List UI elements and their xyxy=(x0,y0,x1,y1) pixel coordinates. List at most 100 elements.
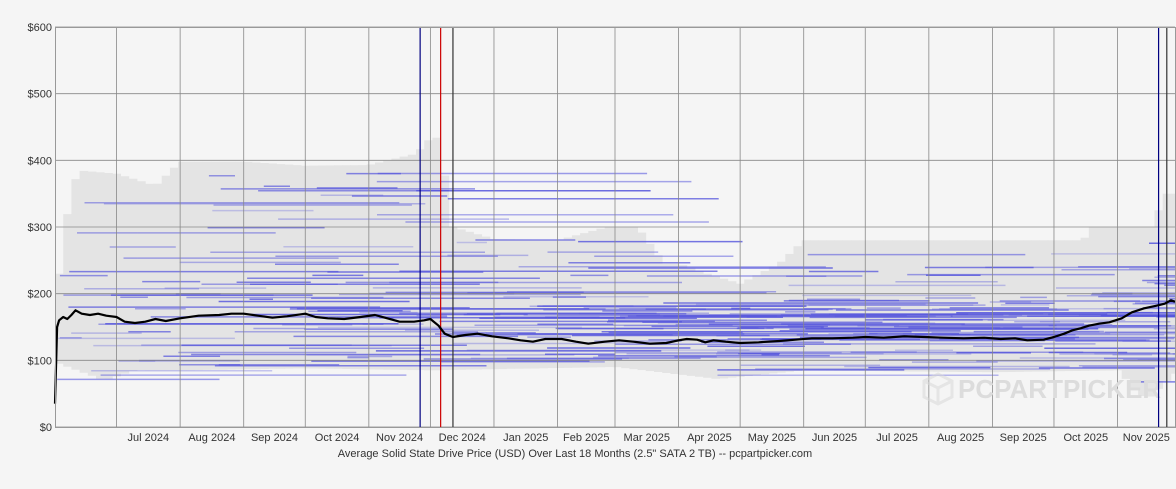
range-band-segment xyxy=(457,229,466,370)
range-band-segment xyxy=(407,154,417,371)
range-band-segment xyxy=(506,239,515,369)
x-tick-label: May 2025 xyxy=(748,432,796,444)
range-band-segment xyxy=(432,137,441,371)
range-band-segment xyxy=(571,235,581,368)
range-band-segment xyxy=(547,240,556,369)
range-band-segment xyxy=(580,233,589,368)
x-tick-label: Apr 2025 xyxy=(687,432,732,444)
range-band-segment xyxy=(1006,240,1016,372)
range-band-segment xyxy=(818,240,827,371)
range-band-segment xyxy=(990,240,999,373)
range-band-segment xyxy=(383,160,392,370)
range-band-segment xyxy=(604,227,614,368)
range-band-segment xyxy=(1064,240,1073,372)
range-band-segment xyxy=(87,171,97,376)
range-band-segment xyxy=(194,161,204,371)
range-band-segment xyxy=(785,253,794,372)
range-band-segment xyxy=(334,165,343,369)
range-band-segment xyxy=(982,240,991,373)
range-band-segment xyxy=(629,227,638,370)
range-band-segment xyxy=(1121,227,1131,379)
range-band-segment xyxy=(621,227,630,369)
range-band-segment xyxy=(186,161,195,371)
range-band-segment xyxy=(465,231,474,370)
listing-price-lines xyxy=(57,172,1175,383)
range-band-segment xyxy=(883,240,893,372)
range-band-segment xyxy=(588,230,597,368)
range-band-segment xyxy=(932,240,942,372)
range-band-segment xyxy=(859,240,868,371)
range-band-segment xyxy=(1097,227,1106,371)
x-tick-label: Feb 2025 xyxy=(563,432,609,444)
range-band-segment xyxy=(1080,237,1090,371)
range-band-segment xyxy=(153,183,163,371)
range-band-segment xyxy=(63,214,72,367)
range-band-segment xyxy=(260,163,269,369)
range-band-segment xyxy=(834,240,844,371)
x-tick-label: Oct 2024 xyxy=(315,432,360,444)
range-band-segment xyxy=(949,240,958,372)
watermark: PCPARTPICKER xyxy=(922,372,1161,406)
range-band-segment xyxy=(325,165,335,369)
range-band-segment xyxy=(900,240,909,372)
range-band-segment xyxy=(235,161,245,370)
range-band-segment xyxy=(974,240,983,373)
y-tick-label: $200 xyxy=(28,289,52,301)
x-tick-label: Mar 2025 xyxy=(624,432,670,444)
range-band-segment xyxy=(440,175,450,371)
range-band-segment xyxy=(178,161,187,371)
watermark-text: PCPARTPICKER xyxy=(958,374,1161,404)
range-band-segment xyxy=(965,240,975,373)
range-band-segment xyxy=(219,161,228,370)
x-tick-label: Oct 2025 xyxy=(1063,432,1108,444)
range-band-segment xyxy=(514,239,524,369)
range-band-segment xyxy=(55,273,64,364)
x-tick-label: Sep 2025 xyxy=(1000,432,1047,444)
range-band-segment xyxy=(1015,240,1024,372)
range-band-segment xyxy=(145,183,154,371)
range-band-segment xyxy=(71,179,80,370)
x-tick-label: Jul 2025 xyxy=(876,432,918,444)
range-band-segment xyxy=(284,164,294,369)
range-band-segment xyxy=(842,240,852,371)
range-band-segment xyxy=(539,240,548,369)
range-band-segment xyxy=(1138,227,1147,396)
range-band-segment xyxy=(908,240,917,372)
range-band-segment xyxy=(957,240,967,372)
range-band-segment xyxy=(210,161,220,370)
x-tick-label: Sep 2024 xyxy=(251,432,298,444)
x-axis-caption: Average Solid State Drive Price (USD) Ov… xyxy=(338,448,812,460)
range-band-segment xyxy=(358,165,368,370)
y-axis: $0 $100 $200 $300 $400 $500 $600 xyxy=(28,22,52,434)
range-band-segment xyxy=(1023,240,1032,372)
range-band-segment xyxy=(1146,227,1155,397)
range-band-segment xyxy=(375,162,384,370)
range-band-segment xyxy=(645,243,655,372)
range-band-segment xyxy=(227,161,236,370)
range-band-segment xyxy=(317,165,327,369)
range-band-segment xyxy=(128,178,138,371)
x-tick-label: Nov 2024 xyxy=(376,432,423,444)
range-band-segment xyxy=(1031,240,1040,372)
range-band-segment xyxy=(612,227,622,368)
range-band-segment xyxy=(498,239,507,370)
range-band-segment xyxy=(342,165,351,369)
x-tick-label: Jan 2025 xyxy=(503,432,548,444)
x-tick-label: Jul 2024 xyxy=(128,432,170,444)
range-band-segment xyxy=(292,165,302,369)
range-band-segment xyxy=(137,181,146,371)
range-band-segment xyxy=(276,164,286,369)
x-tick-label: Aug 2024 xyxy=(188,432,235,444)
range-band-segment xyxy=(424,140,433,371)
range-band-segment xyxy=(1105,227,1114,371)
range-band-segment xyxy=(169,167,179,371)
range-band-segment xyxy=(481,236,491,370)
range-band-segment xyxy=(120,176,130,374)
range-band-segment xyxy=(916,240,926,372)
x-axis: Jul 2024 Aug 2024 Sep 2024 Oct 2024 Nov 2024… xyxy=(128,432,1170,444)
range-band-segment xyxy=(1039,240,1049,372)
range-band-segment xyxy=(998,240,1008,373)
range-band-segment xyxy=(161,175,171,371)
y-tick-label: $300 xyxy=(28,222,52,234)
